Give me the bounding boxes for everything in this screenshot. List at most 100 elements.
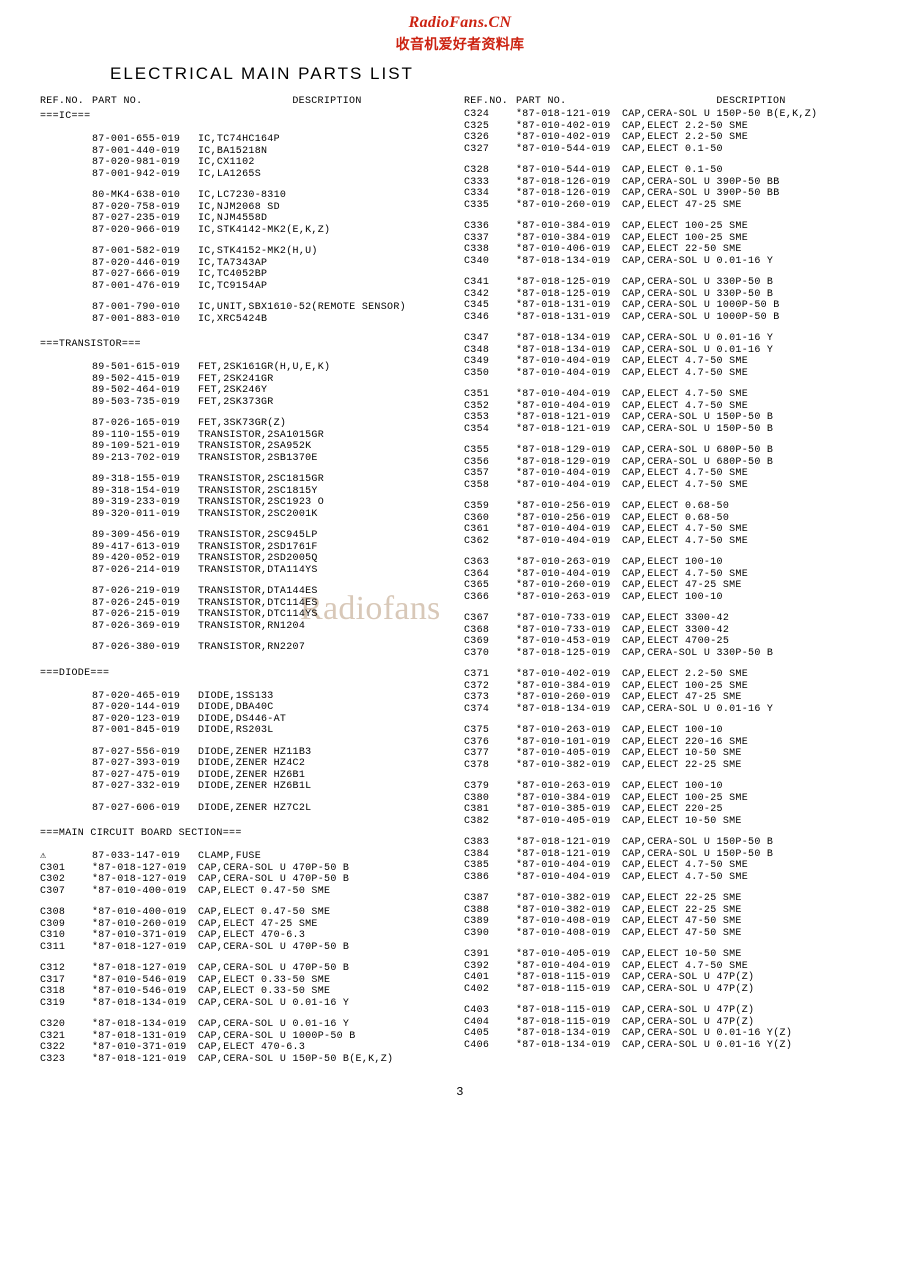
parts-row: C383*87-018-121-019CAP,CERA-SOL U 150P-5… [464,837,880,849]
part-no: *87-018-127-019 [92,863,198,875]
parts-row: C308*87-010-400-019CAP,ELECT 0.47-50 SME [40,907,456,919]
description: CAP,ELECT 100-10 [622,781,880,793]
parts-row: 87-001-883-010IC,XRC5424B [40,314,456,326]
description: CAP,CERA-SOL U 680P-50 B [622,457,880,469]
ref-no: C381 [464,804,516,816]
parts-row: 87-020-446-019IC,TA7343AP [40,258,456,270]
ref-no [40,441,92,453]
parts-row: 80-MK4-638-010IC,LC7230-8310 [40,190,456,202]
ref-no: C319 [40,998,92,1010]
description: CAP,CERA-SOL U 47P(Z) [622,972,880,984]
description: TRANSISTOR,2SC2001K [198,509,456,521]
ref-no: C368 [464,625,516,637]
description: TRANSISTOR,2SB1370E [198,453,456,465]
ref-no: C387 [464,893,516,905]
parts-row: C389*87-010-408-019CAP,ELECT 47-50 SME [464,916,880,928]
description: DIODE,ZENER HZ6B1 [198,770,456,782]
parts-row: 87-001-942-019IC,LA1265S [40,169,456,181]
ref-no: C356 [464,457,516,469]
description: IC,NJM4558D [198,213,456,225]
ref-no [40,486,92,498]
parts-row: C386*87-010-404-019CAP,ELECT 4.7-50 SME [464,872,880,884]
part-no: *87-010-544-019 [516,144,622,156]
parts-row: 89-502-464-019FET,2SK246Y [40,385,456,397]
description: CAP,ELECT 47-25 SME [622,692,880,704]
description: CAP,ELECT 100-25 SME [622,233,880,245]
ref-no: C377 [464,748,516,760]
part-no: *87-010-371-019 [92,930,198,942]
description: TRANSISTOR,RN2207 [198,642,456,654]
parts-row: C349*87-010-404-019CAP,ELECT 4.7-50 SME [464,356,880,368]
description: IC,CX1102 [198,157,456,169]
ref-no: C302 [40,874,92,886]
parts-row: C378*87-010-382-019CAP,ELECT 22-25 SME [464,760,880,772]
parts-row: 87-027-556-019DIODE,ZENER HZ11B3 [40,747,456,759]
parts-row: C361*87-010-404-019CAP,ELECT 4.7-50 SME [464,524,880,536]
parts-row: 87-001-845-019DIODE,RS203L [40,725,456,737]
description: CAP,CERA-SOL U 0.01-16 Y(Z) [622,1028,880,1040]
description: CAP,ELECT 4.7-50 SME [622,401,880,413]
header-ref: REF.NO. [464,96,516,107]
parts-row: C335*87-010-260-019CAP,ELECT 47-25 SME [464,200,880,212]
description: IC,TC4052BP [198,269,456,281]
description: DIODE,RS203L [198,725,456,737]
section-header: ===TRANSISTOR=== [40,339,456,350]
parts-row: C355*87-018-129-019CAP,CERA-SOL U 680P-5… [464,445,880,457]
description: DIODE,DBA40C [198,702,456,714]
parts-row: C354*87-018-121-019CAP,CERA-SOL U 150P-5… [464,424,880,436]
part-no: *87-018-115-019 [516,984,622,996]
description: CAP,ELECT 47-50 SME [622,928,880,940]
parts-row: 89-110-155-019TRANSISTOR,2SA1015GR [40,430,456,442]
part-no: *87-018-134-019 [516,333,622,345]
ref-no: C404 [464,1017,516,1029]
parts-row: 89-318-155-019TRANSISTOR,2SC1815GR [40,474,456,486]
ref-no: C382 [464,816,516,828]
description: IC,STK4142-MK2(E,K,Z) [198,225,456,237]
ref-no [40,598,92,610]
description: CAP,ELECT 0.47-50 SME [198,886,456,898]
ref-no: C389 [464,916,516,928]
parts-row: C322*87-010-371-019CAP,ELECT 470-6.3 [40,1042,456,1054]
ref-no: C370 [464,648,516,660]
ref-no: C401 [464,972,516,984]
ref-no: C323 [40,1054,92,1066]
parts-row: C391*87-010-405-019CAP,ELECT 10-50 SME [464,949,880,961]
description: CAP,ELECT 0.68-50 [622,513,880,525]
parts-row: 89-309-456-019TRANSISTOR,2SC945LP [40,530,456,542]
part-no: *87-018-121-019 [516,849,622,861]
parts-row: ⚠87-033-147-019CLAMP,FUSE [40,851,456,863]
ref-no [40,246,92,258]
parts-row: C371*87-010-402-019CAP,ELECT 2.2-50 SME [464,669,880,681]
part-no: *87-010-384-019 [516,233,622,245]
ref-no: C308 [40,907,92,919]
part-no: *87-010-400-019 [92,907,198,919]
description: CAP,ELECT 0.1-50 [622,144,880,156]
part-no: *87-018-134-019 [92,998,198,1010]
ref-no: C402 [464,984,516,996]
part-no: *87-010-382-019 [516,760,622,772]
part-no: *87-010-405-019 [516,949,622,961]
part-no: 87-001-790-010 [92,302,198,314]
description: IC,BA15218N [198,146,456,158]
ref-no: C327 [464,144,516,156]
parts-row: C345*87-018-131-019CAP,CERA-SOL U 1000P-… [464,300,880,312]
ref-no [40,453,92,465]
parts-row: C326*87-010-402-019CAP,ELECT 2.2-50 SME [464,132,880,144]
description: CAP,ELECT 100-10 [622,725,880,737]
part-no: *87-010-404-019 [516,524,622,536]
part-no: 89-318-154-019 [92,486,198,498]
ref-no: C386 [464,872,516,884]
ref-no: C338 [464,244,516,256]
part-no: 87-027-666-019 [92,269,198,281]
part-no: *87-018-127-019 [92,942,198,954]
description: TRANSISTOR,RN1204 [198,621,456,633]
description: CAP,ELECT 4.7-50 SME [622,480,880,492]
description: CAP,CERA-SOL U 0.01-16 Y(Z) [622,1040,880,1052]
header-desc: DESCRIPTION [622,96,880,107]
parts-row: C402*87-018-115-019CAP,CERA-SOL U 47P(Z) [464,984,880,996]
part-no: 87-020-981-019 [92,157,198,169]
ref-no: C388 [464,905,516,917]
ref-no: C328 [464,165,516,177]
part-no: *87-010-260-019 [516,692,622,704]
part-no: 89-110-155-019 [92,430,198,442]
